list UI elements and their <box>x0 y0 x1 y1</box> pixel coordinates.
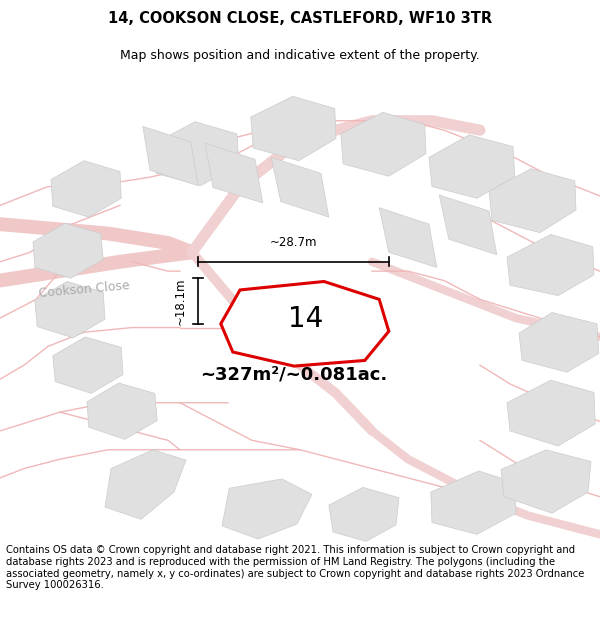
Polygon shape <box>439 195 497 255</box>
Polygon shape <box>329 488 399 541</box>
Polygon shape <box>341 112 426 176</box>
Text: 14, COOKSON CLOSE, CASTLEFORD, WF10 3TR: 14, COOKSON CLOSE, CASTLEFORD, WF10 3TR <box>108 11 492 26</box>
Polygon shape <box>429 135 515 198</box>
Text: 14: 14 <box>289 305 323 333</box>
Polygon shape <box>507 234 594 296</box>
Polygon shape <box>205 143 263 203</box>
Text: Map shows position and indicative extent of the property.: Map shows position and indicative extent… <box>120 49 480 62</box>
Text: ~327m²/~0.081ac.: ~327m²/~0.081ac. <box>200 366 388 384</box>
Polygon shape <box>431 471 516 534</box>
Polygon shape <box>379 208 437 268</box>
Polygon shape <box>51 161 121 217</box>
Text: Contains OS data © Crown copyright and database right 2021. This information is : Contains OS data © Crown copyright and d… <box>6 546 584 590</box>
Polygon shape <box>33 223 103 278</box>
Polygon shape <box>507 380 595 446</box>
Polygon shape <box>489 169 576 232</box>
Polygon shape <box>501 450 591 513</box>
Polygon shape <box>251 96 336 161</box>
Polygon shape <box>35 281 105 338</box>
Polygon shape <box>271 158 329 217</box>
Polygon shape <box>87 383 157 439</box>
Polygon shape <box>519 312 599 372</box>
Polygon shape <box>222 479 312 539</box>
Polygon shape <box>143 126 198 186</box>
Polygon shape <box>105 450 186 519</box>
Text: ~18.1m: ~18.1m <box>174 278 187 325</box>
Polygon shape <box>155 122 239 186</box>
Polygon shape <box>53 337 123 393</box>
Text: ~28.7m: ~28.7m <box>269 236 317 249</box>
Polygon shape <box>221 281 389 366</box>
Text: Cookson Close: Cookson Close <box>38 279 130 301</box>
